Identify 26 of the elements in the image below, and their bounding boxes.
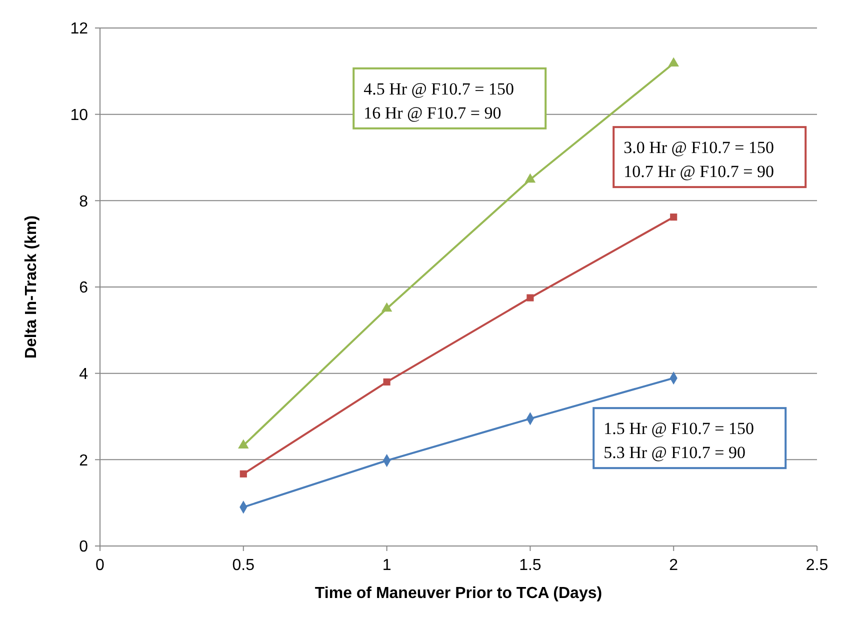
y-tick-label: 2 xyxy=(79,452,88,470)
point xyxy=(526,294,534,302)
x-tick-label: 1.5 xyxy=(519,557,542,574)
point xyxy=(381,302,392,312)
point xyxy=(670,214,678,221)
point xyxy=(524,173,536,183)
x-tick-label: 2.5 xyxy=(806,557,828,574)
x-tick-label: 0.5 xyxy=(232,557,255,574)
x-tick-label: 2 xyxy=(669,557,678,574)
y-tick-label: 4 xyxy=(79,366,88,383)
x-tick-label: 1 xyxy=(382,557,392,574)
point xyxy=(240,470,247,478)
y-tick-label: 0 xyxy=(79,538,88,556)
y-tick-label: 8 xyxy=(79,193,88,210)
annotation: 1.5 Hr @ F10.7 = 150 5.3 Hr @ F10.7 = 90 xyxy=(604,419,754,462)
x-axis-title: Time of Maneuver Prior to TCA (Days) xyxy=(314,585,602,602)
y-tick-label: 12 xyxy=(70,20,88,38)
point xyxy=(238,439,249,449)
y-tick-label: 10 xyxy=(70,106,88,124)
y-axis-title: Delta In-Track (km) xyxy=(23,215,40,359)
point xyxy=(383,378,390,386)
x-tick-label: 0 xyxy=(96,557,105,574)
annotation: 3.0 Hr @ F10.7 = 150 10.7 Hr @ F10.7 = 90 xyxy=(624,138,774,182)
y-tick-label: 6 xyxy=(79,280,88,297)
annotation: 4.5 Hr @ F10.7 = 150 16 Hr @ F10.7 = 90 xyxy=(364,79,514,122)
point xyxy=(668,57,679,66)
